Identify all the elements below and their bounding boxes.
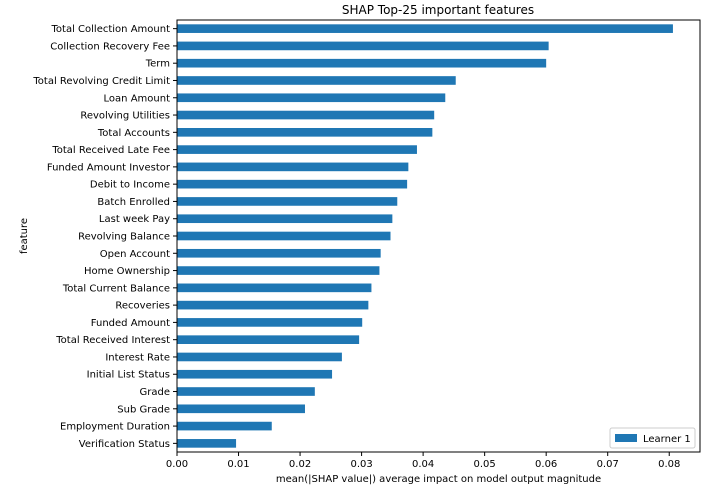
bar (177, 110, 435, 120)
legend-label: Learner 1 (643, 434, 691, 445)
y-tick-label: Sub Grade (117, 404, 170, 415)
bar (177, 93, 446, 103)
y-tick-label: Total Received Late Fee (51, 145, 170, 156)
bar (177, 128, 433, 137)
x-tick-label: 0.04 (412, 459, 434, 470)
legend: Learner 1 (609, 427, 696, 449)
chart-title: SHAP Top-25 important features (342, 3, 534, 17)
bar (177, 335, 360, 344)
x-tick-label: 0.07 (597, 459, 619, 470)
bar (177, 266, 380, 275)
x-axis-ticks: 0.00 0.01 0.02 0.03 0.04 0.05 0.06 0.07 0.08 (166, 452, 680, 470)
bar (177, 439, 237, 448)
x-tick-label: 0.08 (658, 459, 680, 470)
bar (177, 58, 547, 68)
bar (177, 421, 272, 431)
bar (177, 162, 409, 172)
y-tick-label: Collection Recovery Fee (50, 41, 170, 52)
bar (177, 369, 333, 379)
y-tick-label: Total Received Interest (55, 335, 170, 346)
bar (177, 179, 408, 189)
y-tick-label: Open Account (100, 249, 170, 260)
bar (177, 145, 417, 154)
x-tick-label: 0.01 (227, 459, 249, 470)
bar (177, 318, 363, 327)
bar (177, 41, 549, 51)
y-axis-title: feature (19, 218, 30, 254)
y-tick-label: Initial List Status (87, 370, 170, 381)
y-tick-label: Employment Duration (60, 422, 170, 433)
y-tick-label: Revolving Balance (78, 232, 170, 243)
bar (177, 404, 305, 414)
y-tick-label: Interest Rate (105, 352, 170, 363)
legend-swatch (615, 434, 637, 442)
y-tick-label: Total Current Balance (62, 283, 170, 294)
bar (177, 197, 398, 206)
y-tick-label: Total Accounts (97, 128, 170, 139)
bar (177, 248, 381, 258)
y-tick-label: Term (145, 59, 170, 70)
x-tick-label: 0.02 (289, 459, 311, 470)
legend-box (609, 427, 696, 449)
plot-frame (176, 19, 701, 453)
y-tick-label: Revolving Utilities (80, 111, 170, 122)
bar (177, 231, 391, 241)
x-tick-label: 0.05 (474, 459, 496, 470)
y-tick-label: Funded Amount Investor (47, 162, 171, 173)
x-tick-label: 0.06 (535, 459, 557, 470)
bar (177, 300, 369, 310)
y-tick-label: Loan Amount (104, 93, 171, 104)
bar (177, 24, 673, 33)
bar (177, 283, 372, 293)
y-tick-label: Total Revolving Credit Limit (32, 76, 170, 87)
bar (177, 214, 393, 224)
y-tick-label: Recoveries (115, 301, 170, 312)
y-tick-label: Grade (140, 387, 171, 398)
x-tick-label: 0.03 (350, 459, 372, 470)
bar (177, 387, 315, 396)
x-axis-title: mean(|SHAP value|) average impact on mod… (276, 474, 601, 485)
y-tick-label: Home Ownership (84, 266, 170, 277)
y-tick-label: Batch Enrolled (97, 197, 170, 208)
y-tick-label: Verification Status (79, 439, 170, 450)
bar (177, 352, 342, 362)
y-tick-label: Last week Pay (99, 214, 170, 225)
y-tick-label: Funded Amount (91, 318, 170, 329)
y-tick-label: Total Collection Amount (51, 24, 171, 35)
bars-group (177, 24, 673, 448)
y-tick-label: Debit to Income (90, 180, 170, 191)
y-axis-ticks: Total Collection Amount Collection Recove… (32, 24, 177, 450)
bar (177, 76, 456, 85)
x-tick-label: 0.00 (166, 459, 188, 470)
